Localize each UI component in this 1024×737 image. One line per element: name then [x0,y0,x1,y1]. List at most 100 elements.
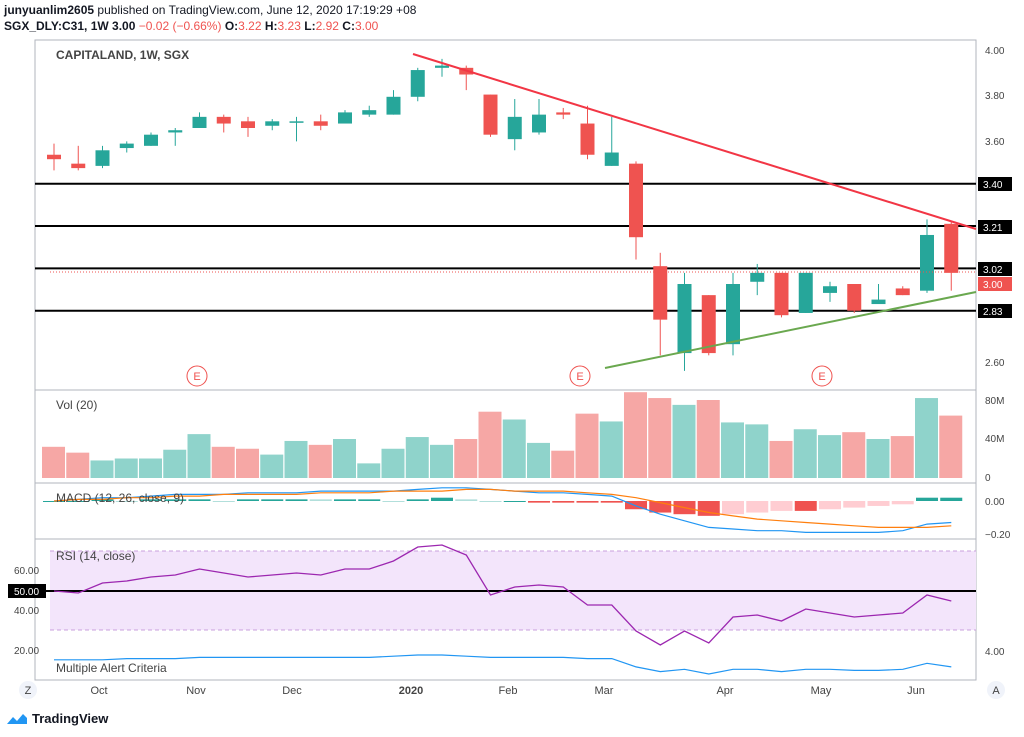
published-info: published on TradingView.com, June 12, 2… [97,3,417,17]
volume-bar [769,440,793,478]
volume-bar [284,440,308,478]
volume-bar [624,392,647,478]
volume-bar [527,442,550,478]
volume-bar [551,450,575,478]
candle-body [47,154,61,160]
symbol-line: SGX_DLY:C31, 1W 3.00 −0.02 (−0.66%) O:3.… [4,19,378,33]
svg-text:E: E [576,371,583,383]
rsi-pane-title: RSI (14, close) [56,549,135,563]
candle-body [507,116,522,140]
macd-hist-bar [867,501,890,506]
macd-histogram [43,497,963,516]
volume-bars [42,392,963,478]
volume-bar [139,458,162,478]
volume-bar [42,446,65,478]
earnings-marker[interactable]: E [811,365,833,387]
price-tick: 4.00 [985,46,1005,57]
footer-brand[interactable]: TradingView [6,711,108,726]
support-trendline[interactable] [604,291,977,369]
candle-body [580,123,595,155]
candle-body [920,234,934,291]
macd-hist-bar [140,499,162,501]
x-tick: May [811,685,832,697]
volume-bar [915,398,938,478]
earnings-marker[interactable]: E [569,365,591,387]
last-price: 3.00 [112,19,136,33]
volume-bar [66,452,90,478]
auto-scale-a-button[interactable]: A [987,681,1005,699]
candle-body [701,295,716,354]
chart-frame [34,39,977,681]
x-tick: 2020 [399,685,423,697]
candle-body [604,152,619,166]
x-tick: Feb [499,685,518,697]
last-price-label-bg [978,277,1012,291]
svg-text:Z: Z [25,685,32,697]
alert-pane-title: Multiple Alert Criteria [56,661,167,675]
x-tick: Jun [907,685,925,697]
volume-bar [211,446,235,478]
macd-hist-bar [528,501,550,503]
volume-tick: 0 [985,473,991,484]
macd-hist-bar [794,501,817,511]
candle-body [726,284,740,345]
level-label-bg [978,304,1012,318]
x-tick: Oct [90,685,107,697]
macd-hist-bar [576,501,599,503]
auto-scale-z-button[interactable]: Z [19,681,37,699]
candle-body [823,286,837,293]
volume-bar [260,454,284,478]
rsi-mid-label-bg [8,584,46,598]
earnings-marker[interactable]: E [186,365,208,387]
symbol-label: SGX_DLY:C31, 1W [4,19,109,33]
last-price-label: 3.00 [983,280,1003,291]
price-tick: 3.60 [985,137,1005,148]
macd-hist-bar [309,499,332,501]
candle-body [362,110,377,115]
open-label: O: [224,19,239,33]
macd-hist-bar [358,499,381,501]
candle-body [216,116,231,124]
low-label: L: [304,19,316,33]
candle-body [847,284,862,311]
candle-body [944,223,959,273]
volume-bar [793,429,817,478]
time-axis[interactable]: Oct Nov Dec 2020 Feb Mar Apr May Jun [90,685,924,697]
publisher-line: junyuanlim2605 published on TradingView.… [4,3,416,17]
volume-bar [357,463,381,478]
low-value: 2.92 [315,19,339,33]
macd-hist-bar [455,499,478,501]
volume-bar [890,436,914,478]
volume-bar [381,448,405,478]
alert-tick: 4.00 [985,647,1005,658]
level-label-bg [978,220,1012,234]
level-label: 3.02 [983,265,1003,276]
author-name[interactable]: junyuanlim2605 [4,3,95,17]
volume-bar [648,398,672,478]
macd-hist-bar [479,501,502,502]
volume-bar [114,458,138,478]
volume-tick: 80M [985,396,1004,407]
volume-bar [696,400,720,478]
candle-body [95,150,110,166]
candle-body [410,70,425,97]
level-label: 3.21 [983,223,1003,234]
macd-hist-bar [940,497,963,501]
svg-text:E: E [193,371,200,383]
open-value: 3.22 [238,19,262,33]
candle-body [71,163,86,169]
candle-body [289,121,304,123]
macd-hist-bar [261,499,284,501]
rsi-tick: 60.00 [14,566,39,577]
x-tick: Apr [716,685,733,697]
candle-body [265,121,280,126]
rsi-tick: 50.00 [14,587,39,598]
resistance-trendline[interactable] [412,53,977,230]
macd-hist-bar [697,501,720,516]
volume-bar [502,419,526,478]
level-label: 3.40 [983,180,1003,191]
candle-body [798,272,813,313]
macd-hist-bar [722,501,744,515]
price-axis[interactable]: 4.00 3.80 3.60 2.60 80M 40M 0 0.00 −0.20… [985,46,1011,658]
